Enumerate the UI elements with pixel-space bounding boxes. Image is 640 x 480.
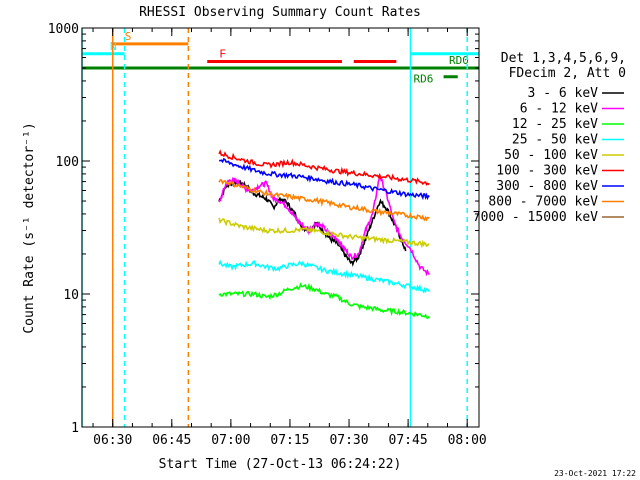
legend-header-line2: FDecim 2, Att 0 [509, 66, 626, 81]
series-line-800-7000-kev [218, 179, 430, 222]
legend-label-6-12-kev: 6 - 12 keV [520, 102, 598, 117]
legend-label-7000-15000-kev: 7000 - 15000 keV [473, 210, 598, 225]
legend-label-25-50-kev: 25 - 50 keV [512, 133, 598, 148]
y-tick-label: 1 [71, 421, 79, 436]
y-axis-label: Count Rate (s⁻¹ detector⁻¹) [22, 122, 37, 333]
x-tick-label: 06:45 [152, 433, 191, 448]
x-tick-label: 07:15 [270, 433, 309, 448]
series-line-12-25-kev [218, 282, 431, 320]
axis-ticks: 06:30 06:45 07:00 07:15 07:30 07:45 08:00 1 10 10… [48, 22, 487, 448]
series-line-100-300-kev [218, 149, 430, 186]
series-layer [218, 149, 431, 320]
flag-label-s: S [125, 30, 132, 43]
chart-title: RHESSI Observing Summary Count Rates [139, 5, 421, 20]
legend-label-300-800-kev: 300 - 800 keV [496, 179, 598, 194]
legend-label-12-25-kev: 12 - 25 keV [512, 117, 598, 132]
y-tick-label: 100 [56, 155, 79, 170]
y-tick-label: 10 [63, 288, 79, 303]
legend-label-3-6-kev: 3 - 6 keV [528, 86, 599, 101]
series-line-300-800-kev [219, 157, 430, 201]
series-line-50-100-kev [218, 217, 430, 249]
x-tick-label: 07:30 [329, 433, 368, 448]
flag-label-f: F [219, 47, 226, 60]
y-tick-label: 1000 [48, 22, 79, 37]
x-tick-label: 06:30 [93, 433, 132, 448]
x-tick-label: 08:00 [448, 433, 487, 448]
series-line-25-50-kev [218, 259, 430, 294]
flag-label-rd6: RD6 [414, 73, 434, 86]
plot-frame [81, 27, 480, 428]
legend: Det 1,3,4,5,6,9, FDecim 2, Att 0 3 - 6 k… [473, 51, 626, 225]
legend-label-50-100-kev: 50 - 100 keV [504, 148, 598, 163]
flag-label-rd0: RD0 [449, 54, 469, 67]
legend-label-800-7000-kev: 800 - 7000 keV [488, 195, 598, 210]
x-axis-label: Start Time (27-Oct-13 06:24:22) [159, 457, 402, 472]
footer-date: 23-Oct-2021 17:22 [554, 469, 636, 478]
legend-header-line1: Det 1,3,4,5,6,9, [501, 51, 626, 66]
legend-label-100-300-kev: 100 - 300 keV [496, 164, 598, 179]
x-tick-label: 07:45 [389, 433, 428, 448]
x-tick-label: 07:00 [211, 433, 250, 448]
